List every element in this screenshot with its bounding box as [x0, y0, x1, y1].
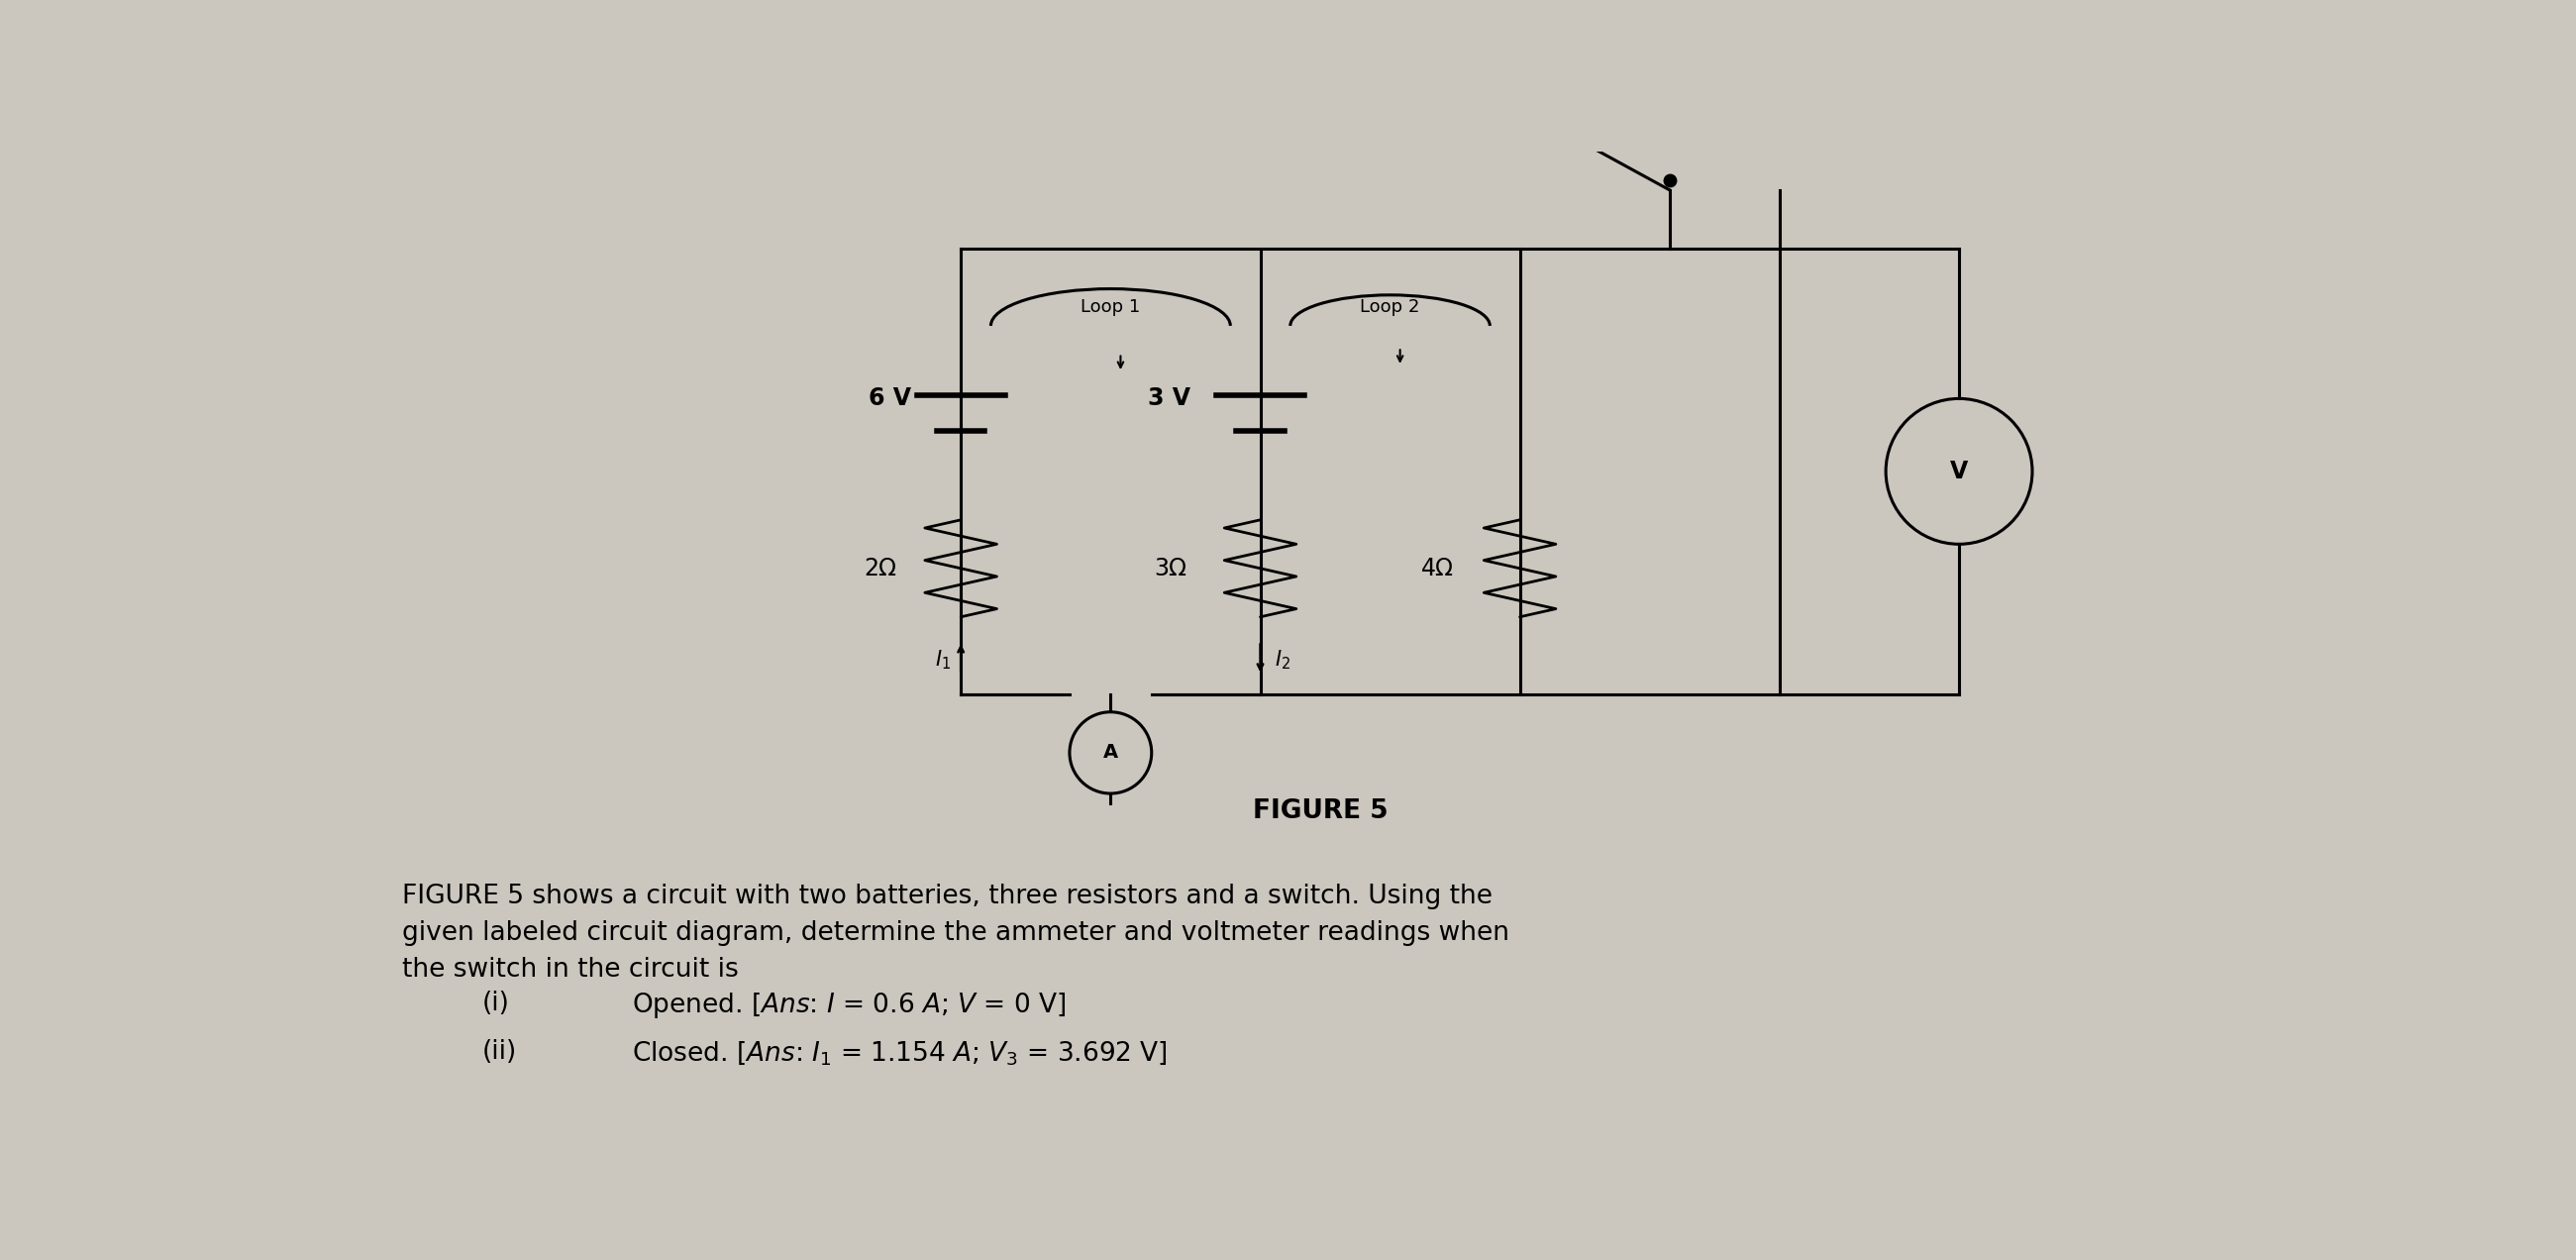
- Text: $I_1$: $I_1$: [935, 648, 951, 672]
- Text: 2Ω: 2Ω: [866, 557, 896, 581]
- Text: A: A: [1103, 743, 1118, 762]
- Text: Loop 1: Loop 1: [1082, 299, 1141, 316]
- Text: $I_2$: $I_2$: [1275, 648, 1291, 672]
- Text: Closed. [$\mathit{Ans}$: $I_1$ = 1.154 $A$; $V_3$ = 3.692 V]: Closed. [$\mathit{Ans}$: $I_1$ = 1.154 $…: [631, 1039, 1167, 1067]
- Text: V: V: [1950, 460, 1968, 484]
- Text: FIGURE 5 shows a circuit with two batteries, three resistors and a switch. Using: FIGURE 5 shows a circuit with two batter…: [402, 883, 1510, 983]
- Text: Loop 2: Loop 2: [1360, 299, 1419, 316]
- Text: (ii): (ii): [482, 1039, 518, 1065]
- Text: 4Ω: 4Ω: [1422, 557, 1453, 581]
- Ellipse shape: [1069, 712, 1151, 794]
- Text: 3 V: 3 V: [1149, 387, 1190, 411]
- Text: 3Ω: 3Ω: [1154, 557, 1188, 581]
- Text: 6 V: 6 V: [868, 387, 912, 411]
- Text: FIGURE 5: FIGURE 5: [1252, 798, 1388, 824]
- Text: (i): (i): [482, 990, 510, 1016]
- Text: Opened. [$\mathit{Ans}$: $I$ = 0.6 $A$; $V$ = 0 V]: Opened. [$\mathit{Ans}$: $I$ = 0.6 $A$; …: [631, 990, 1066, 1021]
